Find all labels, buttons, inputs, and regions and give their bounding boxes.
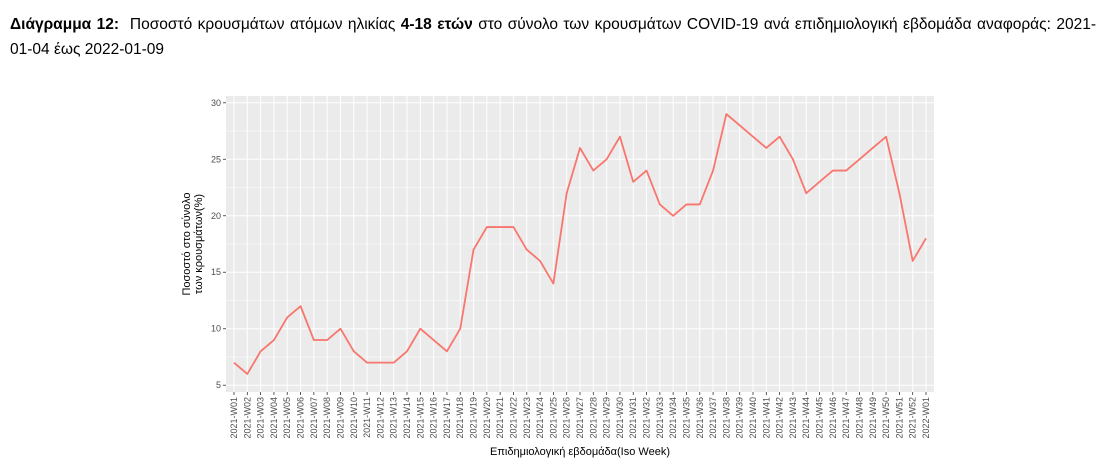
x-tick-label: 2021-W16 [429,397,439,439]
x-tick-label: 2021-W44 [801,397,811,439]
x-tick-label: 2022-W01 [921,397,931,439]
x-tick-label: 2021-W33 [655,397,665,439]
x-tick-label: 2021-W05 [282,397,292,439]
y-tick-label: 25 [211,154,221,164]
x-tick-label: 2021-W29 [602,397,612,439]
x-tick-label: 2021-W43 [788,397,798,439]
x-tick-label: 2021-W07 [309,397,319,439]
x-tick-label: 2021-W45 [815,397,825,439]
caption-text-1: Ποσοστό κρουσμάτων ατόμων ηλικίας [129,16,396,33]
x-tick-label: 2021-W39 [735,397,745,439]
x-tick-label: 2021-W06 [296,397,306,439]
x-tick-label: 2021-W10 [349,397,359,439]
x-tick-label: 2021-W02 [242,397,252,439]
x-tick-label: 2021-W40 [748,397,758,439]
y-axis-title-line-2: των κρουσμάτων(%) [193,194,205,294]
x-tick-label: 2021-W21 [495,397,505,439]
y-axis-title-line-1: Ποσοστό στο σύνολο [181,192,193,295]
y-tick-label: 15 [211,267,221,277]
x-tick-label: 2021-W35 [681,397,691,439]
x-tick-label: 2021-W12 [375,397,385,439]
y-tick-label: 5 [216,380,221,390]
x-axis-title: Επιδημιολογική εβδομάδα(Iso Week) [490,446,670,458]
major-gridlines [226,96,934,392]
x-tick-label: 2021-W01 [229,397,239,439]
x-tick-label: 2021-W04 [269,397,279,439]
x-tick-label: 2021-W18 [455,397,465,439]
x-tick-label: 2021-W23 [522,397,532,439]
caption-age-group: 4-18 ετών [400,16,473,33]
x-tick-label: 2021-W31 [628,397,638,439]
chart-caption: Διάγραμμα 12: Ποσοστό κρουσμάτων ατόμων … [10,12,1096,62]
x-tick-label: 2021-W48 [854,397,864,439]
x-tick-label: 2021-W51 [894,397,904,439]
caption-label: Διάγραμμα 12: [10,16,120,33]
x-tick-label: 2021-W09 [335,397,345,439]
x-tick-label: 2021-W13 [389,397,399,439]
x-tick-label: 2021-W14 [402,397,412,439]
x-tick-label: 2021-W15 [415,397,425,439]
y-tick-label: 20 [211,211,221,221]
x-tick-label: 2021-W25 [548,397,558,439]
x-tick-label: 2021-W37 [708,397,718,439]
x-tick-label: 2021-W50 [881,397,891,439]
x-tick-label: 2021-W20 [482,397,492,439]
x-tick-label: 2021-W22 [508,397,518,439]
x-tick-label: 2021-W34 [668,397,678,439]
x-tick-label: 2021-W26 [562,397,572,439]
x-tick-label: 2021-W28 [588,397,598,439]
series-line [233,113,927,375]
x-tick-label: 2021-W19 [469,397,479,439]
x-tick-label: 2021-W08 [322,397,332,439]
x-tick-label: 2021-W32 [642,397,652,439]
x-tick-label: 2021-W52 [908,397,918,439]
x-tick-label: 2021-W36 [695,397,705,439]
x-tick-label: 2021-W38 [721,397,731,439]
y-axis: 5 10 15 20 25 30 [211,98,226,390]
x-tick-label: 2021-W17 [442,397,452,439]
x-tick-label: 2021-W03 [256,397,266,439]
x-tick-label: 2021-W49 [868,397,878,439]
x-tick-label: 2021-W30 [615,397,625,439]
x-tick-label: 2021-W24 [535,397,545,439]
x-tick-label: 2021-W41 [761,397,771,439]
x-tick-label: 2021-W42 [775,397,785,439]
y-tick-label: 30 [211,98,221,108]
caption-text-2: στο σύνολο των κρουσμάτων COVID-19 ανά ε… [10,16,1096,58]
x-tick-label: 2021-W11 [362,397,372,438]
x-tick-label: 2021-W27 [575,397,585,439]
x-tick-label: 2021-W47 [841,397,851,439]
x-tick-label: 2021-W46 [828,397,838,439]
x-axis: 2021-W01 2021-W02 2021-W03 2021-W04 2021-W05… [229,392,931,439]
y-tick-label: 10 [211,324,221,334]
